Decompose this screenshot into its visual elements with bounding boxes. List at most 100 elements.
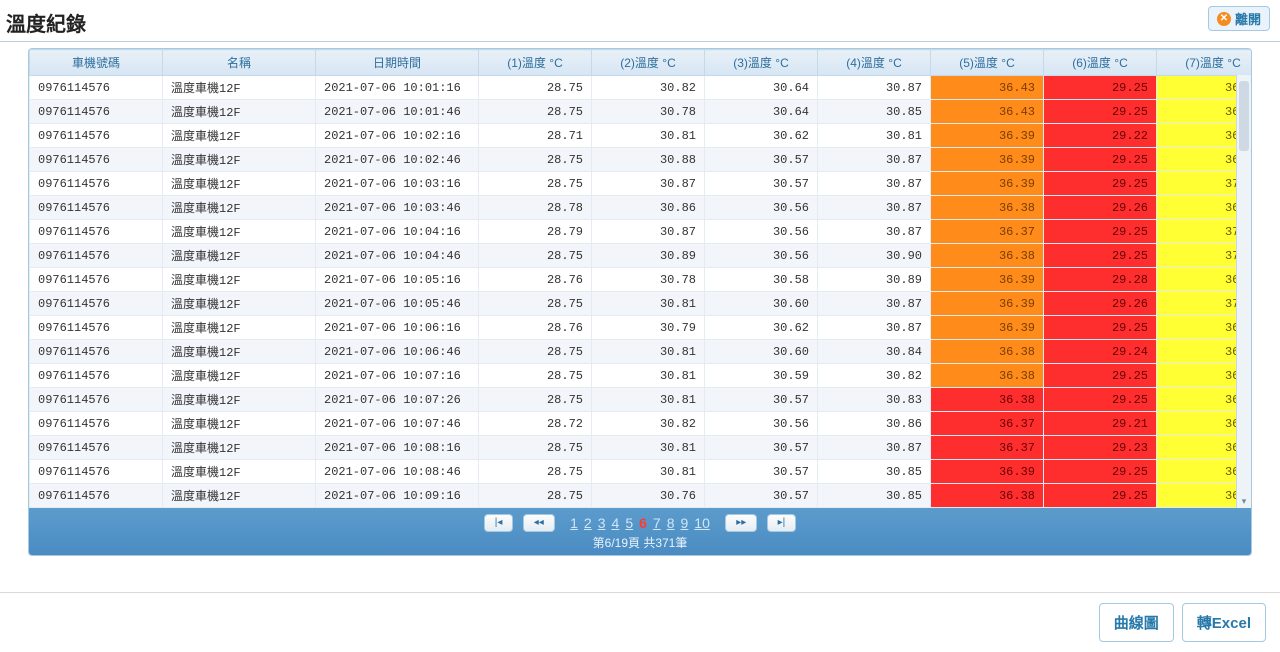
table-row[interactable]: 0976114576溫度車機12F2021-07-06 10:04:1628.7… — [30, 220, 1253, 244]
col-header[interactable]: (3)溫度 °C — [705, 50, 818, 76]
table-cell: 29.24 — [1044, 340, 1157, 364]
table-cell: 29.25 — [1044, 220, 1157, 244]
pager-page-link[interactable]: 4 — [612, 515, 620, 531]
chart-button[interactable]: 曲線圖 — [1099, 603, 1174, 642]
table-row[interactable]: 0976114576溫度車機12F2021-07-06 10:06:4628.7… — [30, 340, 1253, 364]
table-cell: 30.85 — [818, 100, 931, 124]
table-cell: 36.39 — [931, 124, 1044, 148]
col-header[interactable]: (4)溫度 °C — [818, 50, 931, 76]
table-row[interactable]: 0976114576溫度車機12F2021-07-06 10:01:4628.7… — [30, 100, 1253, 124]
records-panel: 車機號碼名稱日期時間(1)溫度 °C(2)溫度 °C(3)溫度 °C(4)溫度 … — [28, 48, 1252, 556]
table-cell: 30.56 — [705, 244, 818, 268]
table-cell: 0976114576 — [30, 124, 163, 148]
pager-page-link[interactable]: 2 — [584, 515, 592, 531]
table-cell: 36.38 — [931, 364, 1044, 388]
table-cell: 28.75 — [479, 388, 592, 412]
table-cell: 30.81 — [592, 388, 705, 412]
col-header[interactable]: (5)溫度 °C — [931, 50, 1044, 76]
close-label: 離開 — [1235, 9, 1261, 28]
table-cell: 0976114576 — [30, 316, 163, 340]
table-cell: 溫度車機12F — [163, 388, 316, 412]
table-cell: 2021-07-06 10:05:46 — [316, 292, 479, 316]
table-cell: 0976114576 — [30, 196, 163, 220]
table-cell: 30.87 — [818, 436, 931, 460]
table-cell: 30.78 — [592, 268, 705, 292]
table-cell: 36.37 — [931, 220, 1044, 244]
col-header[interactable]: (1)溫度 °C — [479, 50, 592, 76]
pager-page-link[interactable]: 5 — [625, 515, 633, 531]
table-row[interactable]: 0976114576溫度車機12F2021-07-06 10:05:1628.7… — [30, 268, 1253, 292]
table-cell: 溫度車機12F — [163, 364, 316, 388]
scroll-down-icon[interactable]: ▾ — [1237, 494, 1251, 508]
table-row[interactable]: 0976114576溫度車機12F2021-07-06 10:07:4628.7… — [30, 412, 1253, 436]
table-cell: 溫度車機12F — [163, 292, 316, 316]
table-cell: 28.78 — [479, 196, 592, 220]
table-cell: 2021-07-06 10:02:46 — [316, 148, 479, 172]
table-cell: 29.25 — [1044, 100, 1157, 124]
pager-page-link[interactable]: 10 — [694, 515, 710, 531]
table-cell: 28.75 — [479, 340, 592, 364]
pager-page-link[interactable]: 6 — [639, 515, 647, 531]
col-header[interactable]: (2)溫度 °C — [592, 50, 705, 76]
table-cell: 2021-07-06 10:01:46 — [316, 100, 479, 124]
col-header[interactable]: (7)溫度 °C — [1157, 50, 1253, 76]
records-table: 車機號碼名稱日期時間(1)溫度 °C(2)溫度 °C(3)溫度 °C(4)溫度 … — [29, 49, 1252, 508]
table-cell: 30.81 — [592, 364, 705, 388]
table-row[interactable]: 0976114576溫度車機12F2021-07-06 10:04:4628.7… — [30, 244, 1253, 268]
pager-page-link[interactable]: 8 — [667, 515, 675, 531]
table-cell: 2021-07-06 10:06:16 — [316, 316, 479, 340]
table-cell: 溫度車機12F — [163, 220, 316, 244]
pager-prev-button[interactable]: ◂◂ — [523, 514, 555, 532]
pager-page-link[interactable]: 1 — [570, 515, 578, 531]
table-row[interactable]: 0976114576溫度車機12F2021-07-06 10:07:2628.7… — [30, 388, 1253, 412]
table-row[interactable]: 0976114576溫度車機12F2021-07-06 10:06:1628.7… — [30, 316, 1253, 340]
table-cell: 0976114576 — [30, 460, 163, 484]
table-row[interactable]: 0976114576溫度車機12F2021-07-06 10:03:1628.7… — [30, 172, 1253, 196]
scrollbar-thumb[interactable] — [1239, 81, 1249, 151]
pager-next-button[interactable]: ▸▸ — [725, 514, 757, 532]
table-cell: 28.75 — [479, 172, 592, 196]
pager-last-button[interactable]: ▸| — [767, 514, 797, 532]
table-cell: 0976114576 — [30, 148, 163, 172]
table-row[interactable]: 0976114576溫度車機12F2021-07-06 10:07:1628.7… — [30, 364, 1253, 388]
col-header[interactable]: 日期時間 — [316, 50, 479, 76]
pager-page-link[interactable]: 3 — [598, 515, 606, 531]
table-cell: 28.71 — [479, 124, 592, 148]
table-row[interactable]: 0976114576溫度車機12F2021-07-06 10:03:4628.7… — [30, 196, 1253, 220]
table-cell: 2021-07-06 10:03:16 — [316, 172, 479, 196]
table-cell: 29.22 — [1044, 124, 1157, 148]
table-cell: 2021-07-06 10:04:46 — [316, 244, 479, 268]
table-row[interactable]: 0976114576溫度車機12F2021-07-06 10:05:4628.7… — [30, 292, 1253, 316]
table-cell: 0976114576 — [30, 412, 163, 436]
table-row[interactable]: 0976114576溫度車機12F2021-07-06 10:08:1628.7… — [30, 436, 1253, 460]
table-cell: 溫度車機12F — [163, 412, 316, 436]
table-cell: 29.25 — [1044, 364, 1157, 388]
table-row[interactable]: 0976114576溫度車機12F2021-07-06 10:02:4628.7… — [30, 148, 1253, 172]
col-header[interactable]: 名稱 — [163, 50, 316, 76]
table-cell: 30.57 — [705, 172, 818, 196]
table-row[interactable]: 0976114576溫度車機12F2021-07-06 10:08:4628.7… — [30, 460, 1253, 484]
vertical-scrollbar[interactable]: ▾ — [1236, 75, 1251, 508]
table-cell: 36.39 — [931, 268, 1044, 292]
table-row[interactable]: 0976114576溫度車機12F2021-07-06 10:09:1628.7… — [30, 484, 1253, 508]
table-cell: 2021-07-06 10:07:46 — [316, 412, 479, 436]
pager-page-link[interactable]: 9 — [681, 515, 689, 531]
table-row[interactable]: 0976114576溫度車機12F2021-07-06 10:01:1628.7… — [30, 76, 1253, 100]
table-cell: 30.82 — [592, 76, 705, 100]
table-cell: 溫度車機12F — [163, 484, 316, 508]
col-header[interactable]: 車機號碼 — [30, 50, 163, 76]
close-button[interactable]: ✕ 離開 — [1208, 6, 1270, 31]
export-excel-button[interactable]: 轉Excel — [1182, 603, 1266, 642]
table-cell: 30.85 — [818, 484, 931, 508]
pager-page-link[interactable]: 7 — [653, 515, 661, 531]
table-cell: 29.25 — [1044, 172, 1157, 196]
table-cell: 28.75 — [479, 460, 592, 484]
pager-first-button[interactable]: |◂ — [484, 514, 514, 532]
table-row[interactable]: 0976114576溫度車機12F2021-07-06 10:02:1628.7… — [30, 124, 1253, 148]
table-cell: 溫度車機12F — [163, 148, 316, 172]
table-cell: 30.64 — [705, 100, 818, 124]
table-cell: 0976114576 — [30, 484, 163, 508]
col-header[interactable]: (6)溫度 °C — [1044, 50, 1157, 76]
table-cell: 溫度車機12F — [163, 316, 316, 340]
table-cell: 0976114576 — [30, 340, 163, 364]
